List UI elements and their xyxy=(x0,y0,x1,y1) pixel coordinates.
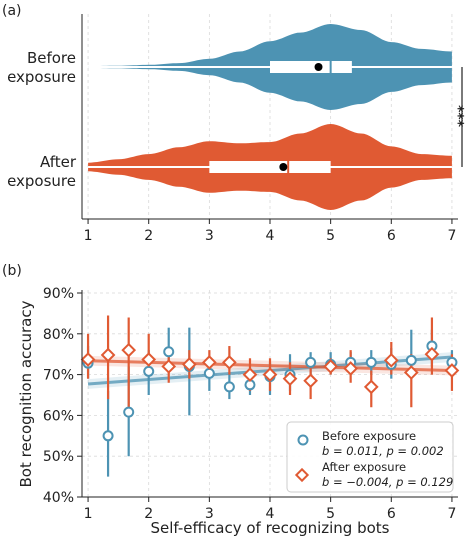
panel-b-y-tick-label: 80% xyxy=(43,327,74,343)
panel-a-x-ticks: 1 2 3 4 5 6 7 xyxy=(84,219,456,244)
category-label-before-line1: Before xyxy=(27,49,76,67)
point-before xyxy=(123,406,135,418)
point-after xyxy=(80,352,96,367)
panel-a-x-tick-label: 2 xyxy=(144,228,153,244)
point-after xyxy=(383,352,399,368)
point-after xyxy=(444,363,460,378)
panel-b-label: (b) xyxy=(2,263,22,279)
point-after xyxy=(343,361,359,376)
panel-b-points xyxy=(80,340,460,442)
point-before xyxy=(163,346,175,358)
significance-stars: *** xyxy=(456,104,472,127)
point-before xyxy=(143,365,155,377)
point-before xyxy=(405,354,417,366)
point-before xyxy=(102,430,114,442)
panel-a-violin-chart: (a) 1 2 3 4 5 6 7 Before exposure After exposu… xyxy=(2,3,472,244)
panel-a-x-tick-label: 3 xyxy=(205,228,214,244)
point-before xyxy=(365,356,377,368)
panel-a-x-tick-label: 4 xyxy=(266,228,275,244)
panel-b-x-tick-label: 4 xyxy=(266,506,275,522)
legend-frame xyxy=(286,421,454,493)
legend-marker-before xyxy=(297,434,309,446)
legend-label-after: After exposure xyxy=(322,460,406,474)
panel-b-y-tick-label: 70% xyxy=(43,368,74,384)
category-label-after-line2: exposure xyxy=(7,172,76,190)
point-after xyxy=(323,359,338,374)
violin-mean-dot xyxy=(279,163,288,171)
point-before xyxy=(203,367,215,379)
point-after xyxy=(161,359,177,374)
category-label-before-line2: exposure xyxy=(7,68,76,86)
point-after xyxy=(282,371,298,387)
legend-marker-after xyxy=(294,467,310,483)
violin-mean-dot xyxy=(314,63,323,71)
panel-b-x-tick-label: 5 xyxy=(326,506,335,522)
point-after xyxy=(403,365,419,380)
point-before xyxy=(223,381,235,393)
violin-iqr-box xyxy=(270,61,352,73)
panel-b-scatter-chart: (b) 1 2 3 4 5 6 7 40% 50% 60% 70% 80% 90% Bot recog… xyxy=(2,263,460,537)
panel-b-x-tick-label: 2 xyxy=(144,506,153,522)
point-after xyxy=(424,346,440,362)
panel-b-y-tick-label: 90% xyxy=(43,286,74,302)
panel-b-x-tick-label: 1 xyxy=(84,506,93,522)
point-after xyxy=(242,367,258,382)
panel-b-y-axis-label: Bot recognition accuracy xyxy=(17,300,35,487)
panel-b-y-ticks: 40% 50% 60% 70% 80% 90% xyxy=(43,286,82,506)
panel-b-x-tick-label: 3 xyxy=(205,506,214,522)
panel-b-y-tick-label: 50% xyxy=(43,449,74,465)
point-after xyxy=(121,342,137,358)
point-after xyxy=(222,355,237,370)
panel-a-violins xyxy=(88,24,452,210)
panel-b-x-tick-label: 7 xyxy=(447,506,456,522)
panel-b-y-tick-label: 60% xyxy=(43,408,74,424)
panel-a-x-tick-label: 5 xyxy=(326,228,335,244)
panel-b-y-tick-label: 40% xyxy=(43,490,74,506)
violin-iqr-box xyxy=(209,161,331,173)
point-after xyxy=(363,379,379,395)
category-label-after-line1: After xyxy=(40,153,77,171)
point-after xyxy=(141,352,157,367)
point-after xyxy=(202,355,217,370)
legend-label-before: Before exposure xyxy=(322,429,416,443)
legend-stat-after: b = −0.004, p = 0.129 xyxy=(322,475,453,489)
panel-a-x-tick-label: 1 xyxy=(84,228,93,244)
panel-b-x-ticks: 1 2 3 4 5 6 7 xyxy=(84,497,456,522)
point-before xyxy=(305,356,317,368)
panel-a-label: (a) xyxy=(2,3,22,19)
legend-stat-before: b = 0.011, p = 0.002 xyxy=(322,444,444,458)
point-after xyxy=(262,367,278,382)
panel-a-x-tick-label: 6 xyxy=(387,228,396,244)
panel-b-x-axis-label: Self-efficacy of recognizing bots xyxy=(151,519,390,537)
panel-b-legend: Before exposure b = 0.011, p = 0.002 Aft… xyxy=(286,421,454,493)
point-after xyxy=(303,373,318,389)
point-after xyxy=(100,347,116,363)
panel-a-x-tick-label: 7 xyxy=(447,228,456,244)
point-after xyxy=(181,357,197,372)
panel-b-x-tick-label: 6 xyxy=(387,506,396,522)
